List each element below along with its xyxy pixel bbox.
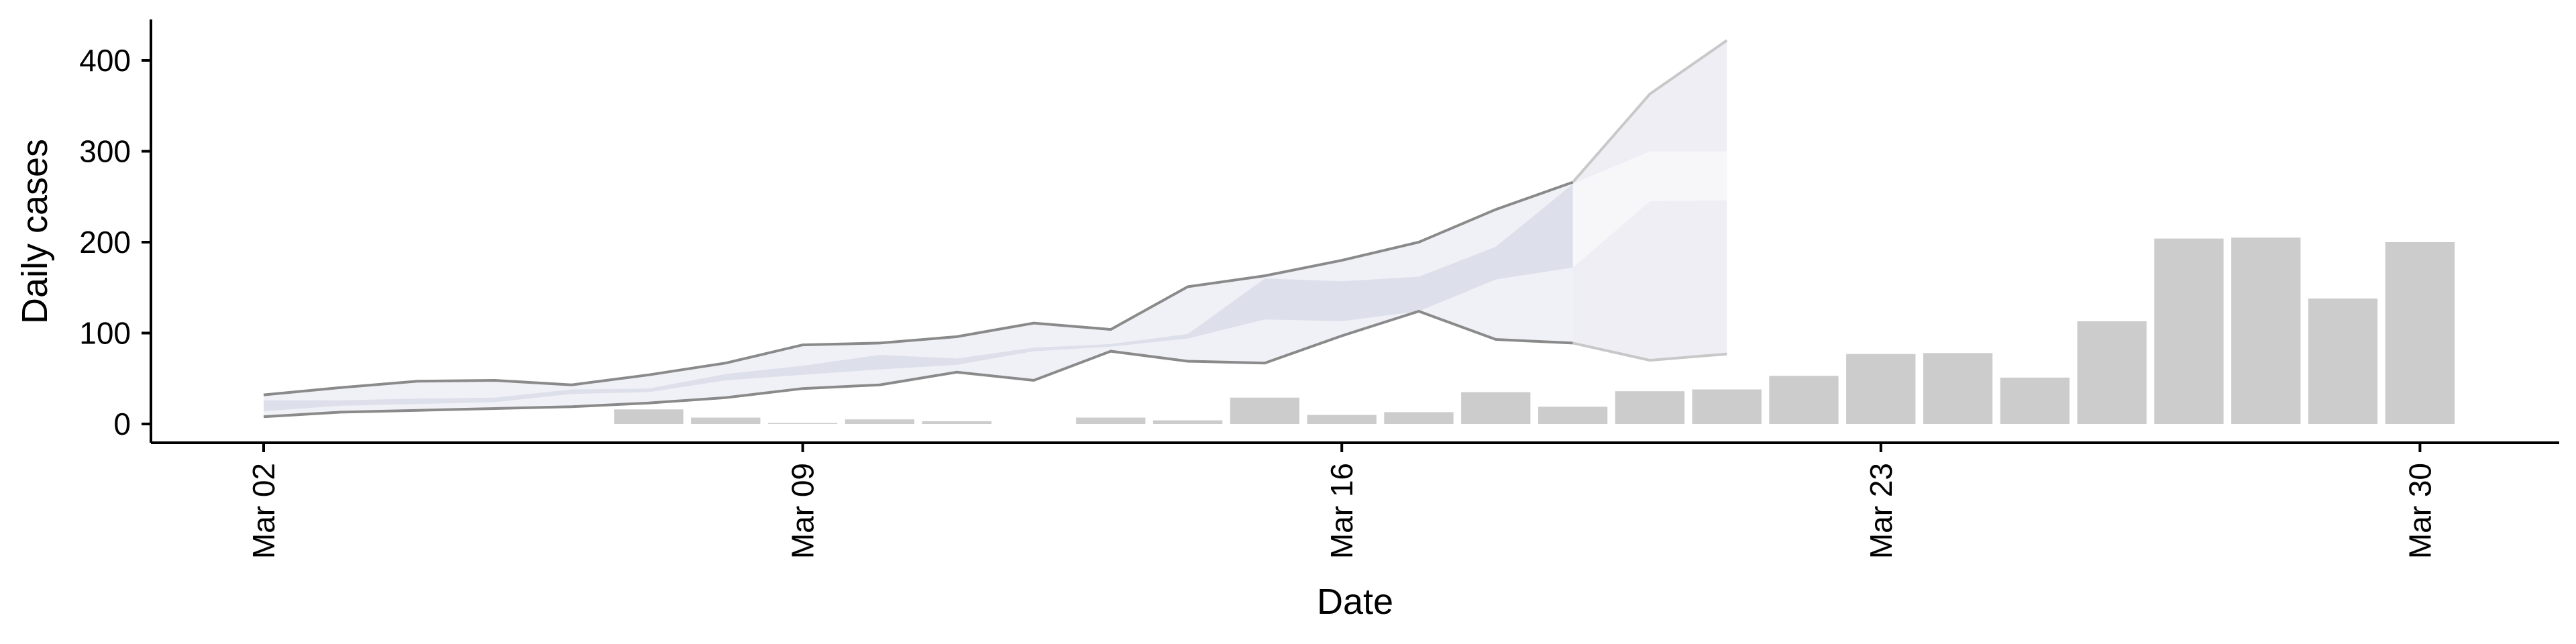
y-tick-label: 200 bbox=[79, 225, 131, 260]
bar bbox=[922, 421, 991, 424]
bar bbox=[1615, 391, 1684, 424]
outer-interval-band bbox=[264, 182, 1573, 417]
x-tick-label: Mar 02 bbox=[246, 463, 281, 559]
x-tick-label: Mar 23 bbox=[1864, 463, 1898, 559]
x-tick-label: Mar 09 bbox=[786, 463, 820, 559]
interval-bands bbox=[263, 39, 1728, 419]
y-tick-label: 100 bbox=[79, 316, 131, 351]
bar bbox=[1769, 376, 1839, 424]
y-tick-label: 0 bbox=[113, 407, 131, 441]
bar bbox=[1076, 417, 1146, 424]
bar bbox=[691, 417, 761, 424]
y-axis-ticks: 0 100 200 300 400 bbox=[79, 43, 151, 441]
bar bbox=[2000, 377, 2070, 424]
x-tick-label: Mar 30 bbox=[2402, 463, 2437, 559]
bar bbox=[2385, 242, 2455, 424]
bar bbox=[1307, 415, 1377, 424]
outer-lower-line bbox=[263, 309, 1573, 419]
bar bbox=[1152, 420, 1223, 424]
y-tick-label: 400 bbox=[79, 43, 131, 78]
y-axis-title: Daily cases bbox=[15, 139, 55, 324]
forecast-lower-line bbox=[1572, 341, 1727, 362]
outer-upper-line bbox=[263, 180, 1574, 396]
bar bbox=[2077, 321, 2147, 424]
bar bbox=[767, 423, 838, 424]
bar bbox=[1384, 412, 1454, 424]
bar bbox=[1230, 397, 1299, 424]
bar bbox=[1923, 353, 1993, 424]
axes bbox=[150, 19, 2559, 444]
bar bbox=[2231, 237, 2301, 424]
inner-interval-band bbox=[264, 184, 1573, 411]
y-tick-label: 300 bbox=[79, 134, 131, 169]
bar bbox=[2154, 238, 2224, 424]
bar bbox=[2308, 299, 2378, 424]
observed-case-bars bbox=[614, 237, 2455, 424]
x-axis-title: Date bbox=[1317, 582, 1393, 622]
bar bbox=[1461, 392, 1531, 424]
bar bbox=[845, 419, 914, 424]
bar bbox=[1692, 389, 1762, 424]
forecast-inner-interval-band bbox=[1572, 151, 1727, 268]
bar bbox=[1846, 354, 1916, 424]
forecast-upper-line bbox=[1572, 39, 1728, 183]
x-tick-label: Mar 16 bbox=[1324, 463, 1359, 559]
bar bbox=[1538, 407, 1608, 424]
x-axis-ticks: Mar 02 Mar 09 Mar 16 Mar 23 Mar 30 bbox=[246, 443, 2437, 559]
bar bbox=[614, 409, 684, 424]
